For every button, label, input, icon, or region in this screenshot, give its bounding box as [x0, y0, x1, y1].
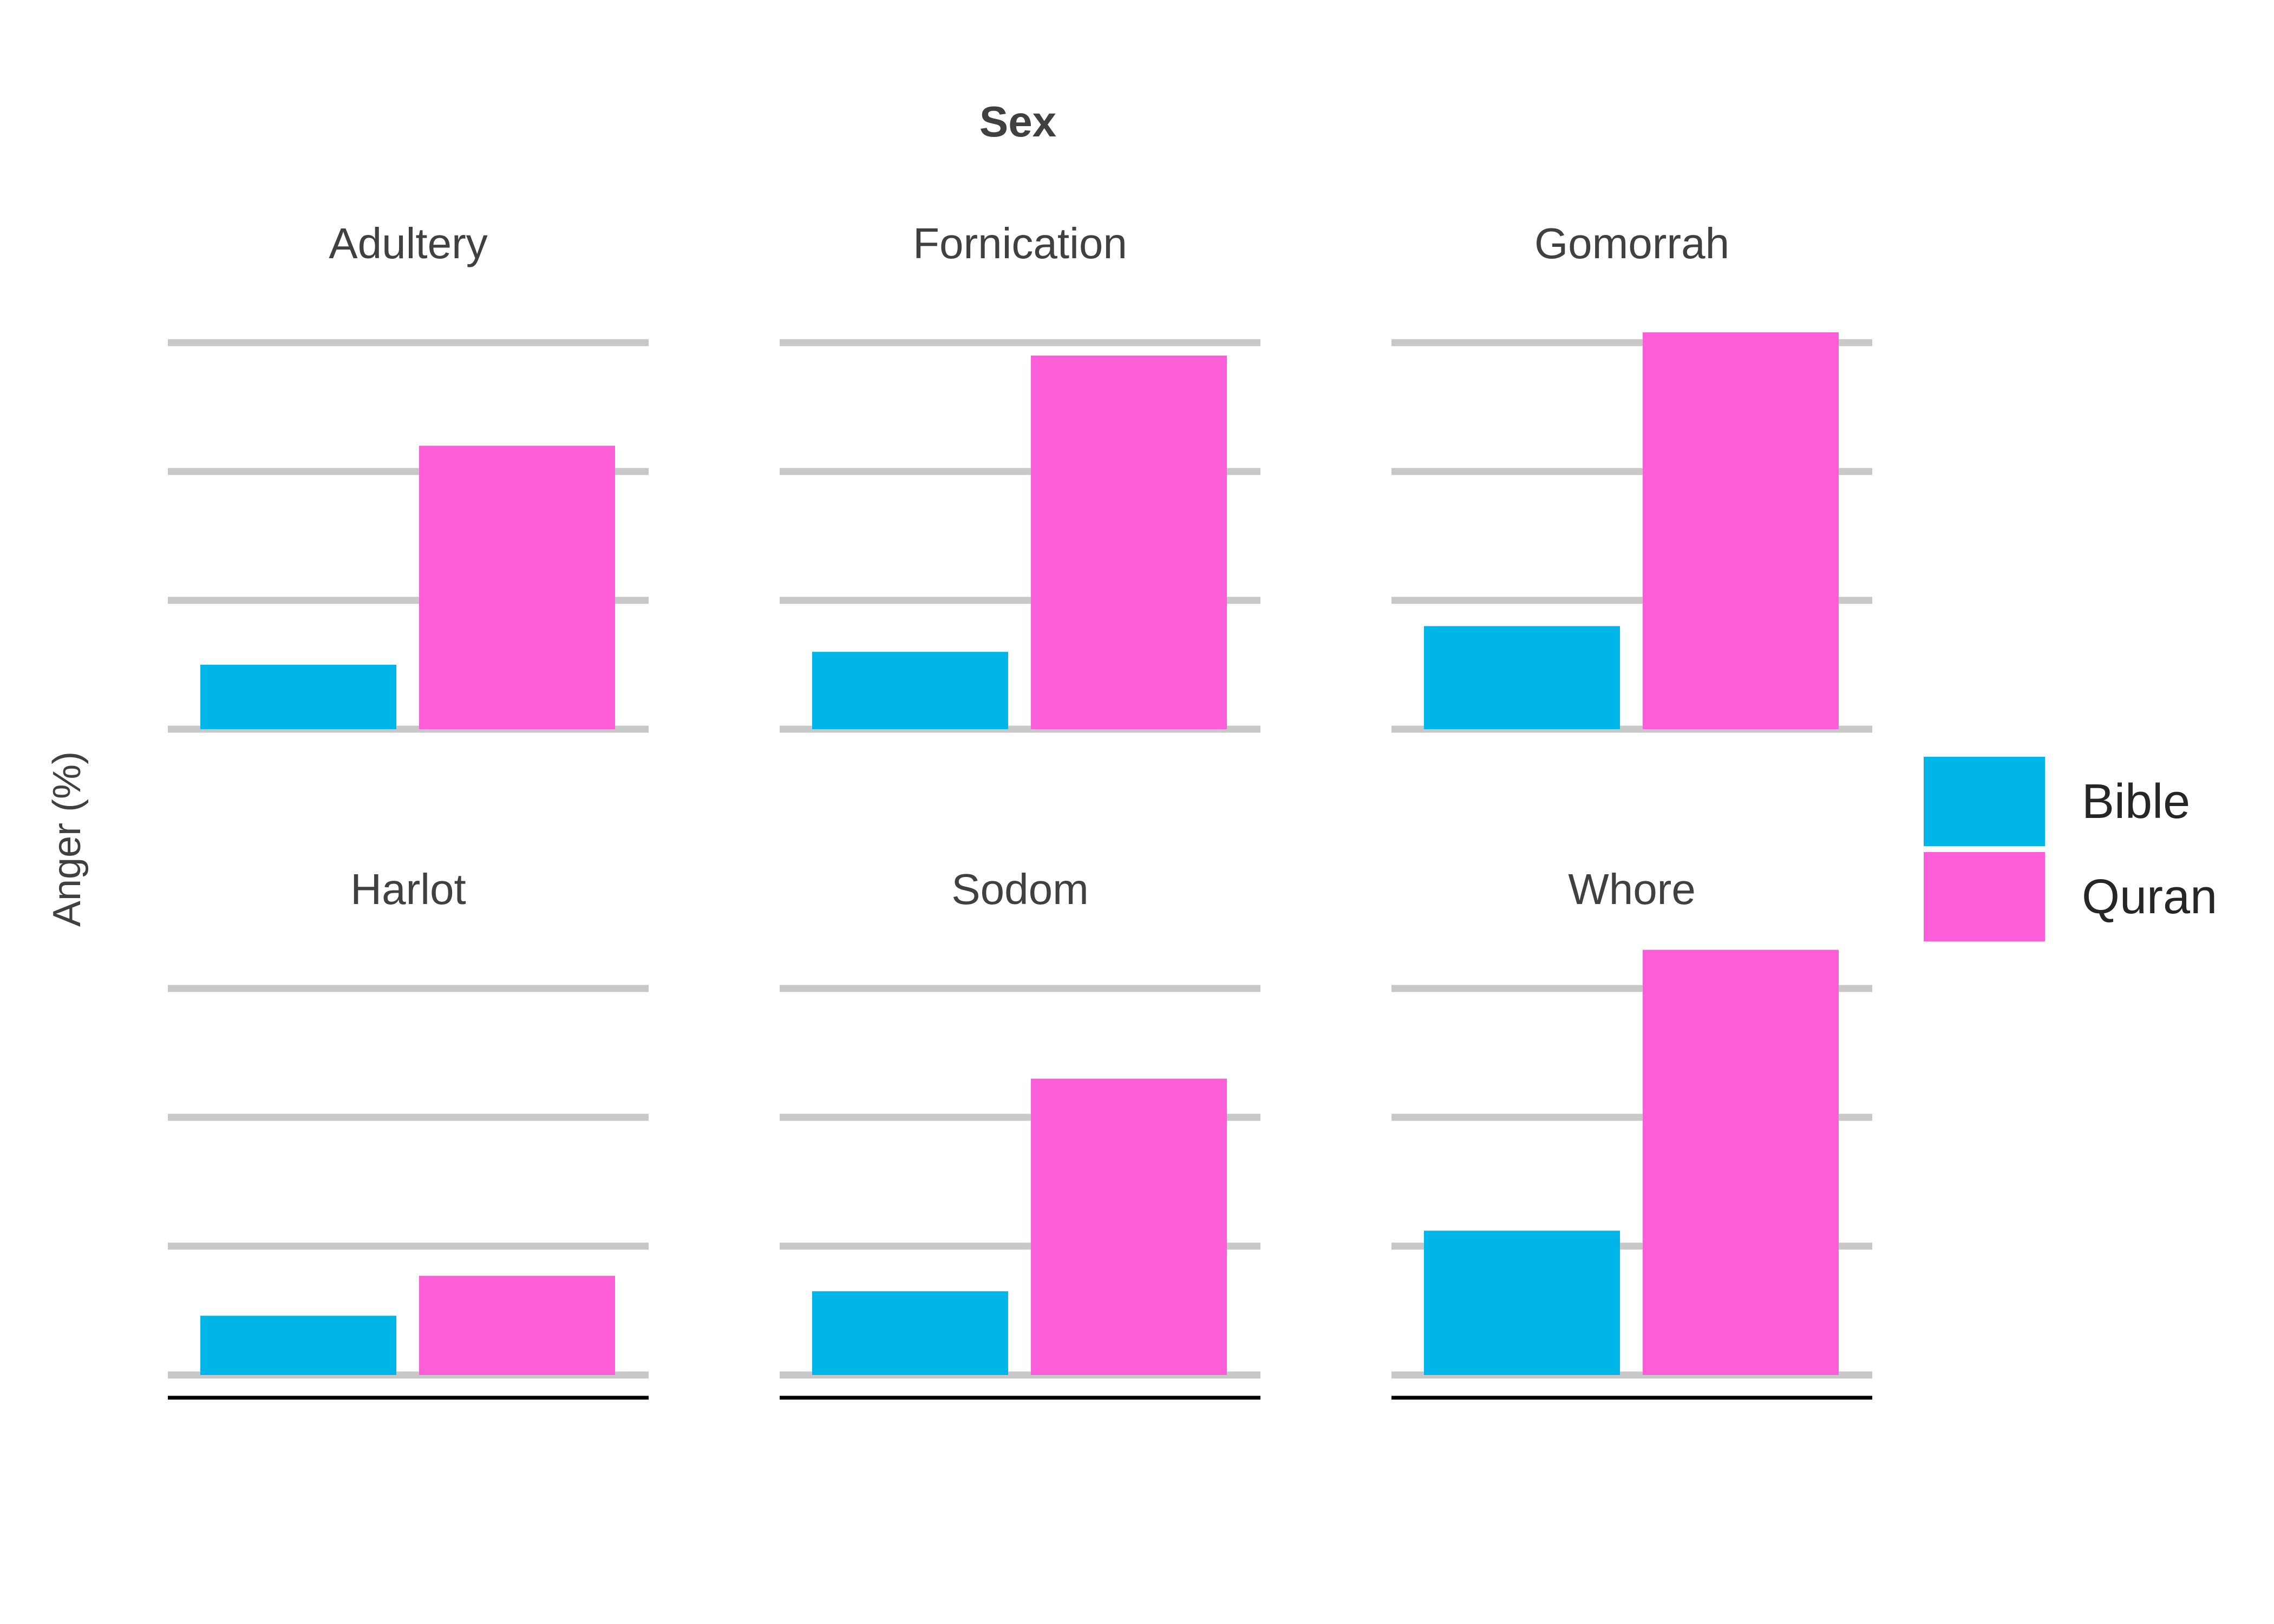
facet-title-sodom: Sodom	[951, 865, 1088, 913]
bar-harlot-quran	[419, 1275, 615, 1375]
legend-swatch-quran	[1924, 852, 2045, 941]
bar-whore-quran	[1643, 949, 1839, 1375]
facet-panels: Adultery Fornication Gomorrah Harlot Sodom Wh…	[168, 219, 1872, 1400]
bar-adultery-quran	[419, 446, 615, 729]
legend-label-quran: Quran	[2082, 870, 2217, 924]
legend-swatch-bible	[1924, 757, 2045, 846]
bar-adultery-bible	[200, 665, 396, 729]
chart-title: Sex	[979, 97, 1056, 146]
bar-harlot-bible	[200, 1315, 396, 1375]
legend: Bible Quran	[1924, 757, 2217, 941]
facet-harlot: Harlot	[168, 865, 649, 1400]
bar-fornication-bible	[812, 652, 1008, 729]
facet-adultery: Adultery	[168, 219, 649, 733]
facet-title-whore: Whore	[1568, 865, 1696, 913]
bar-gomorrah-quran	[1643, 332, 1839, 729]
facet-sodom: Sodom	[780, 865, 1260, 1400]
legend-label-bible: Bible	[2082, 775, 2190, 829]
facet-title-gomorrah: Gomorrah	[1534, 219, 1729, 267]
bar-fornication-quran	[1031, 355, 1227, 729]
facet-fornication: Fornication	[780, 219, 1260, 733]
bar-whore-bible	[1424, 1230, 1620, 1375]
bar-sodom-quran	[1031, 1078, 1227, 1375]
bar-gomorrah-bible	[1424, 626, 1620, 729]
facet-gomorrah: Gomorrah	[1391, 219, 1872, 733]
facet-title-fornication: Fornication	[913, 219, 1127, 267]
facet-whore: Whore	[1391, 865, 1872, 1400]
facet-title-harlot: Harlot	[350, 865, 466, 913]
facet-title-adultery: Adultery	[329, 219, 487, 267]
y-axis-label: Anger (%)	[45, 751, 89, 927]
bar-sodom-bible	[812, 1291, 1008, 1375]
